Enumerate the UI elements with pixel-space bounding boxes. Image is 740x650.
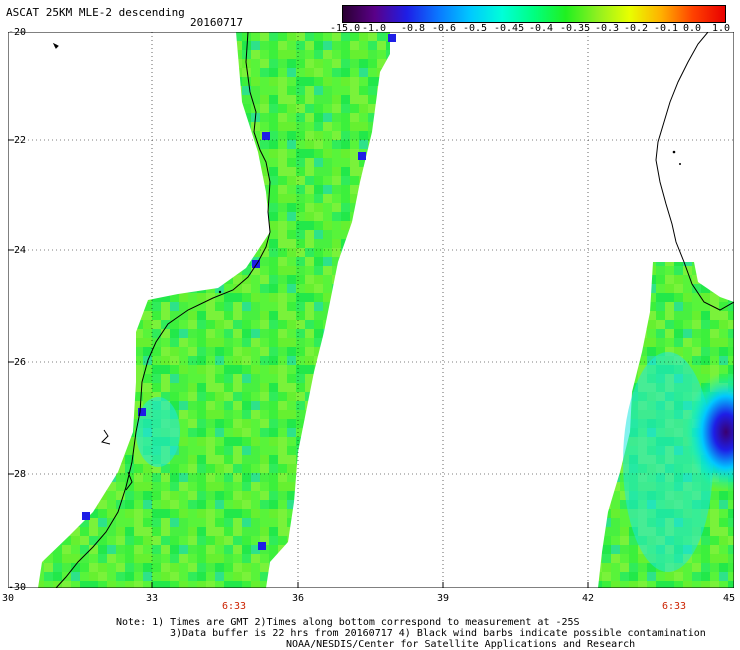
note-line-1: Note: 1) Times are GMT 2)Times along bot… (116, 617, 580, 628)
colorbar-tick: -15.0 (330, 23, 361, 34)
lon-label: 33 (145, 593, 159, 604)
blue-cell (262, 132, 270, 140)
blue-cell (252, 260, 260, 268)
blue-cell (258, 542, 266, 550)
scatterometer-swath-east (598, 262, 734, 588)
swath-time-east: 6:33 (661, 601, 687, 612)
colorbar-tick: -0.5 (463, 23, 488, 34)
colorbar-tick: -0.1 (654, 23, 679, 34)
colorbar-tick: -0.3 (595, 23, 620, 34)
lon-label: 45 (722, 593, 736, 604)
colorbar-gradient (343, 6, 725, 22)
blue-cell (82, 512, 90, 520)
lon-label: 42 (581, 593, 595, 604)
colorbar-tick: 1.0 (712, 23, 731, 34)
date-label: 20160717 (190, 16, 243, 29)
blue-cell (358, 152, 366, 160)
note-line-2: 3)Data buffer is 22 hrs from 20160717 4)… (170, 628, 706, 639)
lon-label: 36 (291, 593, 305, 604)
colorbar-tick: -0.4 (529, 23, 554, 34)
lat-label: -20 (7, 27, 26, 38)
note-line-3: NOAA/NESDIS/Center for Satellite Applica… (286, 639, 636, 650)
scatterometer-swath-west (38, 32, 396, 588)
swath-time-west: 6:33 (221, 601, 247, 612)
colorbar-tick: -1.0 (362, 23, 387, 34)
lat-label: -24 (7, 245, 26, 256)
colorbar-tick: -0.35 (560, 23, 591, 34)
lat-label: -26 (7, 357, 26, 368)
lat-label: -28 (7, 469, 26, 480)
wind-map (8, 32, 734, 588)
blue-cell (138, 408, 146, 416)
colorbar (342, 5, 726, 23)
lat-label: -22 (7, 135, 26, 146)
blue-cell (388, 34, 396, 42)
lat-label: -30 (7, 582, 26, 593)
cyan-wind-patch (136, 397, 180, 467)
islands (54, 44, 681, 294)
lon-label: 30 (1, 593, 15, 604)
colorbar-tick: -0.2 (624, 23, 649, 34)
colorbar-tick: -0.8 (401, 23, 426, 34)
colorbar-tick: -0.45 (494, 23, 525, 34)
lon-label: 39 (436, 593, 450, 604)
axis-ticks (8, 32, 589, 588)
low-wind-spot (686, 372, 734, 492)
product-title: ASCAT 25KM MLE-2 descending (6, 6, 185, 19)
colorbar-tick: 0.0 (683, 23, 702, 34)
colorbar-tick: -0.6 (432, 23, 457, 34)
